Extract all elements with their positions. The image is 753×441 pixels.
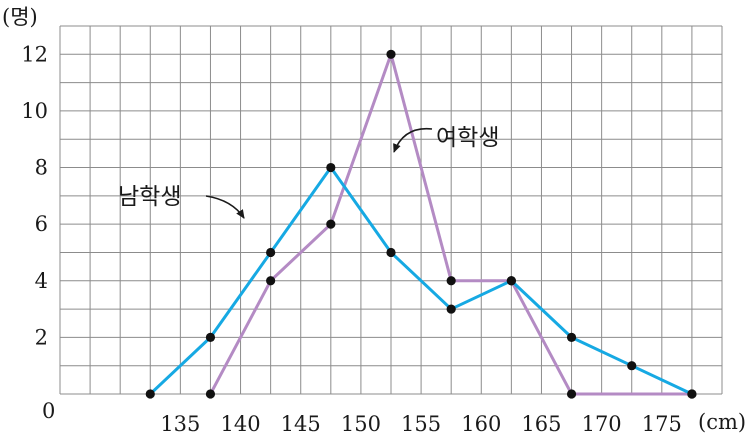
y-tick-label: 6 (35, 212, 48, 236)
data-point-boys (145, 389, 155, 399)
data-point-boys (446, 304, 456, 314)
x-tick-label: 170 (582, 412, 622, 436)
data-point-girls (266, 276, 276, 286)
data-point-girls (566, 389, 577, 399)
data-point-boys (687, 389, 697, 399)
y-tick-label: 8 (35, 156, 48, 180)
data-point-boys (627, 361, 637, 371)
x-tick-label: 175 (642, 412, 682, 436)
y-tick-label: 12 (21, 42, 48, 66)
x-tick-label: 145 (281, 412, 321, 436)
x-tick-label: 140 (220, 412, 260, 436)
series-layer (148, 52, 694, 396)
data-point-boys (326, 162, 336, 173)
data-point-girls (326, 219, 336, 229)
x-tick-label: 135 (160, 412, 200, 436)
y-axis-unit-label: (명) (2, 5, 38, 29)
data-point-boys (506, 276, 516, 286)
x-tick-label: 155 (401, 412, 441, 436)
labels-layer: (명) (cm) 0 135 140 145 150 155 160 165 170 175 2 4… (2, 5, 746, 436)
origin-label: 0 (42, 399, 55, 423)
data-point-boys (205, 332, 216, 342)
x-tick-label: 165 (521, 412, 561, 436)
data-point-boys (266, 247, 276, 258)
y-tick-label: 2 (35, 325, 48, 349)
data-point-boys (386, 247, 396, 258)
series-line-girls (208, 52, 694, 396)
grid (59, 25, 723, 395)
series-label-boys-arrow (205, 195, 245, 219)
series-label-girls: 여학생 (436, 125, 499, 151)
x-tick-label: 150 (341, 412, 381, 436)
series-label-boys: 남학생 (118, 184, 181, 210)
x-tick-label: 160 (461, 412, 501, 436)
x-axis-unit-label: (cm) (698, 410, 746, 434)
data-point-girls (446, 276, 456, 286)
series-label-girls-arrow (393, 127, 433, 153)
data-point-boys (566, 332, 577, 342)
annotations: 남학생 여학생 (118, 125, 499, 219)
data-point-girls (205, 389, 216, 399)
y-tick-label: 10 (21, 99, 48, 123)
data-point-girls (386, 49, 396, 59)
y-tick-label: 4 (35, 269, 48, 293)
points-layer (145, 49, 697, 399)
series-line-boys (148, 166, 694, 396)
